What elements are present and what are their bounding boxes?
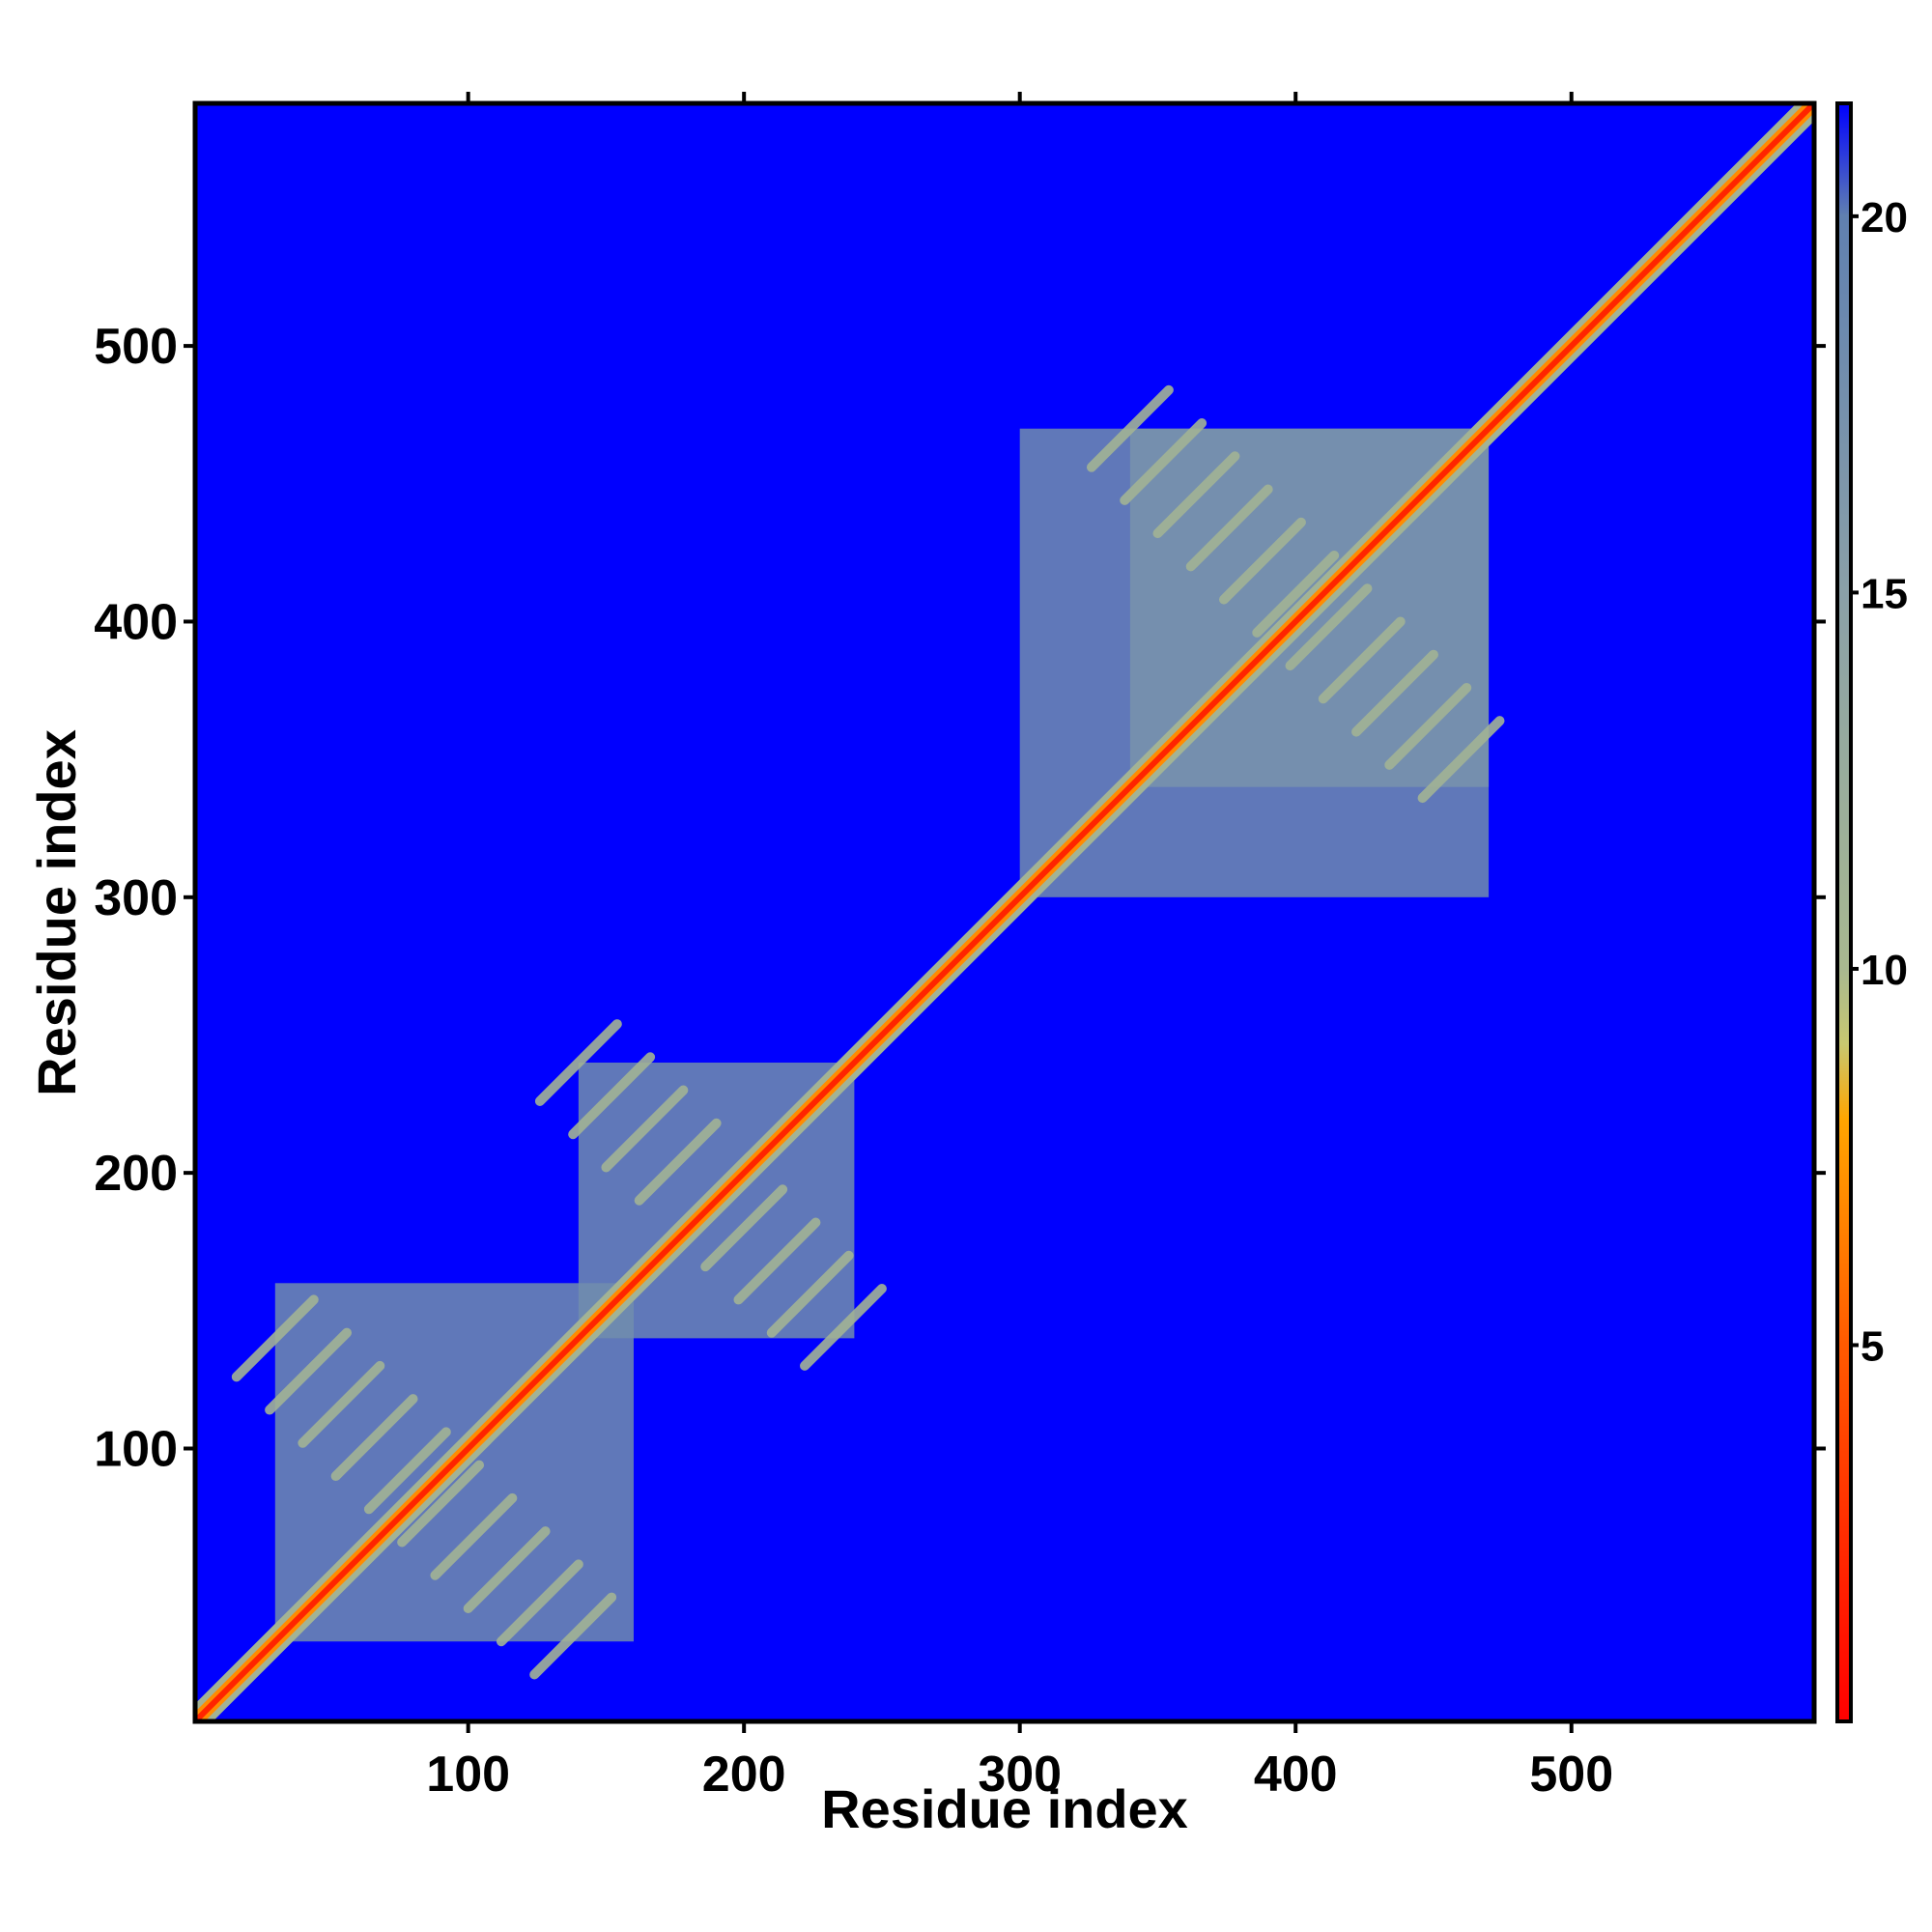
contact-stripe [1185,484,1273,572]
y-tick-label: 300 [94,870,178,926]
contact-stripe [529,1592,617,1680]
contact-stripe [733,1217,821,1305]
contact-stripe [1417,716,1505,804]
x-tick-label: 200 [702,1747,786,1803]
colorbar-ticks: 5 10 15 20 [1851,194,1908,1370]
y-tick-label: 100 [94,1422,178,1478]
contact-stripe [231,1294,319,1382]
contact-stripe [799,1284,887,1371]
contact-stripe [1152,451,1240,539]
contact-stripe [1120,418,1208,505]
x-tick-label: 400 [1254,1747,1338,1803]
contact-stripe [430,1492,518,1580]
contact-stripe [1384,682,1472,770]
plot-frame [192,100,1817,1724]
x-axis-title: Residue index [821,1778,1188,1839]
contact-stripe [330,1394,418,1482]
colorbar-tick-label: 20 [1861,194,1908,242]
contact-stripe [1086,384,1174,472]
x-tick-label: 100 [426,1747,510,1803]
contact-stripe [634,1118,722,1206]
contact-stripe [496,1559,583,1647]
contact-stripe [700,1184,788,1272]
contact-stripe [265,1327,353,1415]
y-tick-label: 400 [94,594,178,650]
contact-stripe [1318,616,1406,704]
contact-stripe [397,1460,485,1548]
contact-stripe [1351,649,1438,737]
y-axis-title: Residue index [26,729,87,1096]
colorbar-tick-label: 15 [1861,570,1908,617]
contact-stripe [766,1250,854,1338]
y-axis-ticks: 100 200 300 400 500 [94,319,1826,1478]
contact-stripe [298,1360,385,1448]
contact-stripe [601,1085,689,1173]
x-tick-label: 300 [978,1747,1062,1803]
colorbar-tick-label: 5 [1861,1322,1884,1370]
y-tick-label: 500 [94,319,178,375]
colorbar [1835,101,1853,1723]
contact-stripe [568,1052,656,1140]
colorbar-tick-label: 10 [1861,947,1908,994]
contact-stripe [363,1427,451,1515]
contact-stripe [534,1019,622,1106]
x-tick-label: 500 [1529,1747,1613,1803]
contact-stripe [1252,550,1340,638]
contact-stripe [1285,583,1373,671]
y-tick-label: 200 [94,1146,178,1202]
x-axis-ticks: 100 200 300 400 500 [426,92,1613,1803]
heatmap-cells [195,103,1814,1721]
contact-stripe [463,1526,551,1614]
diagonal-line [195,103,1814,1721]
contact-stripe [1218,517,1306,605]
